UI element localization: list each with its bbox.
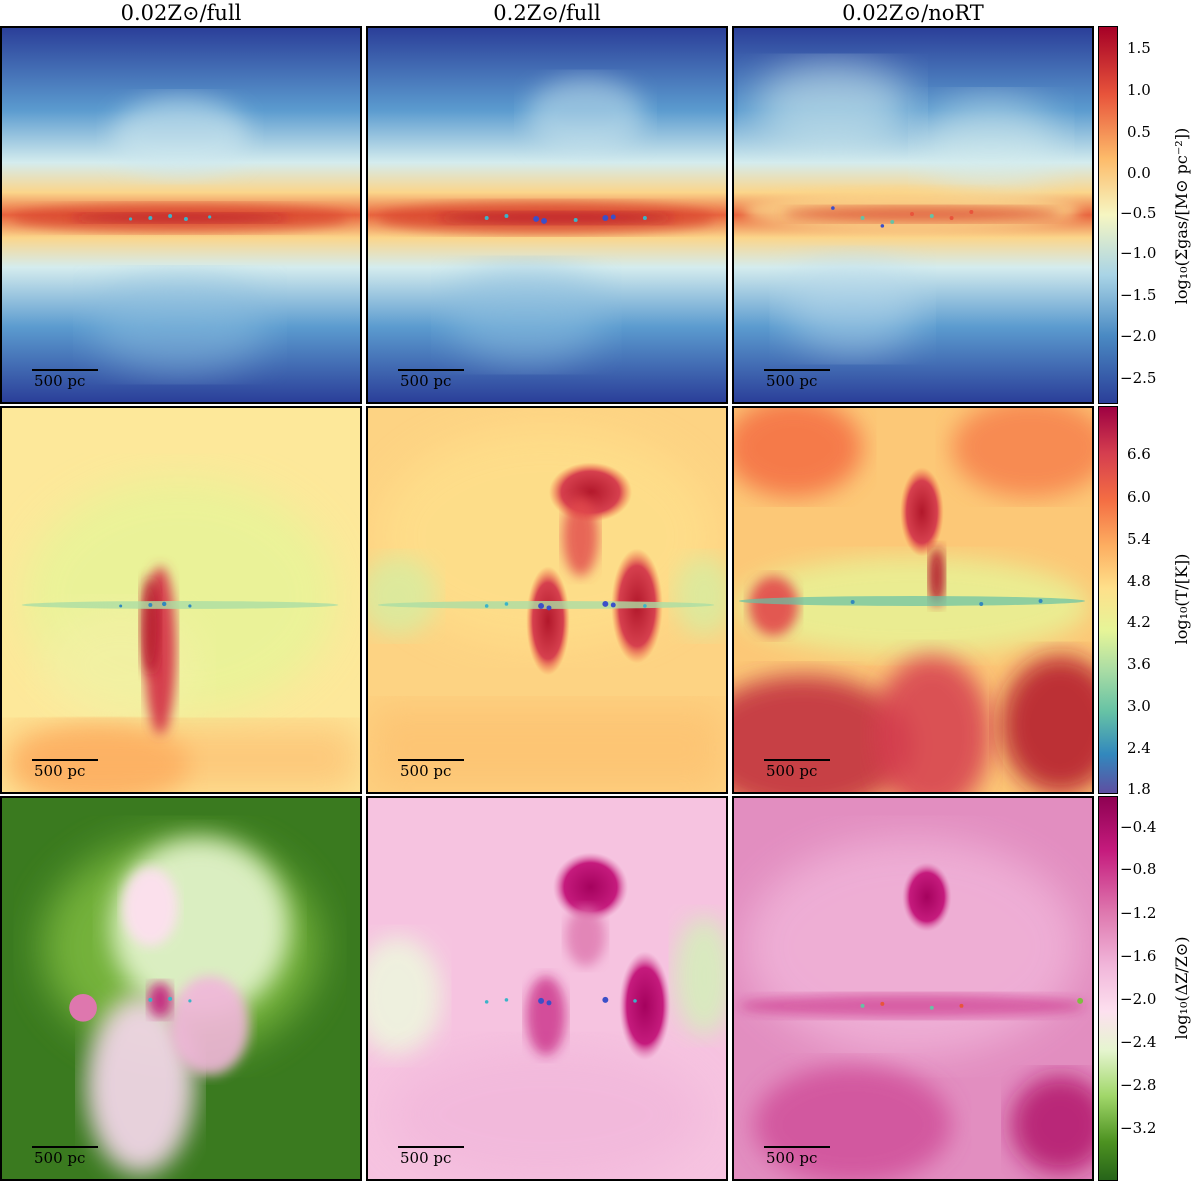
colorbar-tick: −3.2 [1120, 1119, 1157, 1137]
colorbar-tick: −2.0 [1120, 990, 1157, 1008]
colorbar-tick: 3.6 [1127, 655, 1151, 673]
colorbar-tick: 1.5 [1127, 39, 1151, 57]
panel-metallicity-2: 500 pc [366, 796, 728, 1181]
colorbar-sigma [1098, 26, 1118, 404]
scalebar: 500 pc [398, 369, 464, 390]
colorbar-tick: −2.4 [1120, 1033, 1157, 1051]
colorbar-tick: −1.0 [1120, 244, 1157, 262]
colorbar-tick: −0.5 [1120, 204, 1157, 222]
panel-metallicity-3: 500 pc [732, 796, 1094, 1181]
panel-temperature-2: 500 pc [366, 406, 728, 794]
colorbar-tick: 6.6 [1127, 445, 1151, 463]
scalebar: 500 pc [764, 1146, 830, 1167]
scalebar: 500 pc [398, 1146, 464, 1167]
column-title-2: 0.2Z⊙/full [493, 1, 601, 25]
panel-temperature-3: 500 pc [732, 406, 1094, 794]
colorbar-tick: 0.5 [1127, 123, 1151, 141]
colorbar-tick: −2.8 [1120, 1076, 1157, 1094]
scalebar: 500 pc [32, 1146, 98, 1167]
colorbar-tick: −0.4 [1120, 818, 1157, 836]
colorbar-tick: 3.0 [1127, 697, 1151, 715]
scalebar: 500 pc [32, 369, 98, 390]
panel-sigma-2: 500 pc [366, 26, 728, 404]
colorbar-tick: 1.8 [1127, 780, 1151, 798]
colorbar-tick: −0.8 [1120, 860, 1157, 878]
colorbar-tick: 6.0 [1127, 488, 1151, 506]
panel-sigma-1: 500 pc [0, 26, 362, 404]
column-title-1: 0.02Z⊙/full [120, 1, 242, 25]
scalebar: 500 pc [764, 369, 830, 390]
panel-temperature-1: 500 pc [0, 406, 362, 794]
panel-metallicity-1: 500 pc [0, 796, 362, 1181]
colorbar-tick: −2.5 [1120, 369, 1157, 387]
colorbar-metallicity [1098, 796, 1118, 1181]
panel-sigma-3: 500 pc [732, 26, 1094, 404]
column-title-3: 0.02Z⊙/noRT [842, 1, 984, 25]
colorbar-tick: 4.8 [1127, 572, 1151, 590]
colorbar-tick: −2.0 [1120, 327, 1157, 345]
colorbar-tick: 4.2 [1127, 613, 1151, 631]
colorbar-tick: −1.2 [1120, 904, 1157, 922]
colorbar-tick: −1.6 [1120, 947, 1157, 965]
scalebar: 500 pc [398, 759, 464, 780]
colorbar-tick: −1.5 [1120, 286, 1157, 304]
colorbar-tick: 0.0 [1127, 164, 1151, 182]
colorbar-tick: 2.4 [1127, 739, 1151, 757]
colorbar-label-temperature: log₁₀(T/[K]) [1172, 553, 1191, 645]
scalebar: 500 pc [764, 759, 830, 780]
colorbar-label-sigma: log₁₀(Σgas/[M⊙ pc⁻²]) [1172, 127, 1191, 305]
colorbar-temperature [1098, 406, 1118, 794]
colorbar-tick: 5.4 [1127, 530, 1151, 548]
scalebar: 500 pc [32, 759, 98, 780]
colorbar-label-metallicity: log₁₀(ΔZ/Z⊙) [1172, 936, 1191, 1040]
colorbar-tick: 1.0 [1127, 81, 1151, 99]
